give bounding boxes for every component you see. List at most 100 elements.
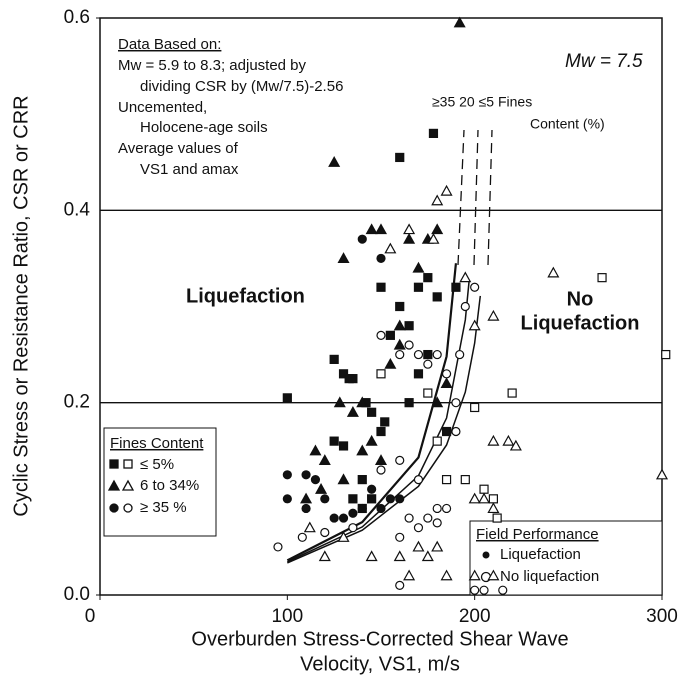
legend-entry: ≤ 5% (140, 456, 174, 473)
point (470, 585, 480, 595)
point (282, 470, 292, 480)
point (318, 550, 331, 562)
point (303, 521, 316, 533)
region-label: No (567, 288, 594, 310)
point (460, 301, 470, 312)
point (329, 436, 339, 446)
fines-legend-box (103, 427, 217, 537)
point (356, 444, 369, 456)
note: VS1 and amax (140, 161, 239, 178)
x-tick-label: 100 (271, 606, 303, 627)
legend-title: Fines Content (110, 435, 204, 452)
point (367, 484, 377, 494)
point (470, 282, 480, 292)
point (487, 309, 500, 321)
point (357, 475, 367, 485)
point (318, 454, 331, 465)
point (468, 492, 481, 504)
point (597, 273, 607, 283)
point (376, 465, 386, 475)
point (404, 340, 414, 350)
point (440, 377, 453, 389)
point (451, 426, 461, 437)
crr-curve (286, 263, 458, 562)
legend-entry: ≥ 35 % (140, 499, 187, 516)
point (329, 513, 339, 523)
point (367, 407, 377, 417)
region-label: Liquefaction (186, 285, 305, 307)
point (432, 292, 442, 302)
point (492, 513, 502, 523)
point (301, 470, 311, 480)
point (320, 494, 330, 504)
point (441, 426, 452, 437)
point (413, 282, 424, 292)
point (348, 374, 358, 384)
point (509, 439, 522, 451)
point (487, 569, 500, 581)
point (395, 349, 405, 360)
curve-extensions (457, 129, 493, 266)
crr-curve (287, 295, 482, 564)
point (412, 261, 425, 273)
point (282, 393, 292, 403)
point (357, 234, 367, 244)
point (310, 475, 321, 485)
point (301, 503, 311, 514)
curve-label: ≥35 20 ≤5 Fines (432, 94, 532, 110)
point (365, 223, 378, 235)
point (297, 532, 307, 542)
point (487, 434, 500, 446)
point (413, 369, 424, 379)
point (431, 194, 444, 206)
point (376, 503, 386, 514)
point (300, 492, 313, 504)
point (431, 540, 444, 552)
point (376, 426, 386, 437)
point (413, 475, 424, 485)
region-label: Liquefaction (521, 312, 640, 334)
point (348, 523, 358, 533)
point (488, 494, 498, 504)
point (440, 569, 453, 581)
point (655, 468, 669, 480)
point (498, 585, 508, 595)
point (329, 354, 339, 364)
point (547, 266, 560, 278)
point (282, 494, 292, 504)
y-tick-label: 0.0 (64, 584, 90, 605)
point (395, 494, 405, 504)
point (404, 513, 414, 523)
point (338, 513, 349, 523)
point (507, 388, 517, 398)
x-tick-label: 300 (646, 606, 678, 627)
point (395, 532, 405, 542)
point (421, 550, 434, 562)
point (468, 319, 481, 331)
legend-title: Field Performance (476, 526, 599, 543)
point (403, 232, 416, 244)
point (661, 349, 671, 360)
plot-frame (99, 17, 663, 596)
point (453, 16, 466, 28)
point (337, 531, 350, 542)
note: Mw = 5.9 to 8.3; adjusted by (118, 57, 307, 74)
point (393, 550, 406, 562)
legend-entry: Liquefaction (500, 546, 581, 563)
point (468, 569, 481, 581)
note: Data Based on: (118, 36, 221, 53)
point (376, 253, 386, 264)
magnitude: Mw = 7.5 (565, 51, 643, 72)
y-tick-label: 0.4 (64, 199, 91, 220)
x-tick-label: 0 (85, 606, 96, 627)
point (395, 152, 405, 163)
point (431, 396, 444, 408)
point (423, 359, 433, 369)
point (431, 223, 444, 235)
point (470, 402, 480, 413)
point (404, 321, 414, 331)
note: Holocene-age soils (140, 119, 268, 136)
performance-legend-box (469, 520, 663, 596)
point (479, 585, 489, 595)
